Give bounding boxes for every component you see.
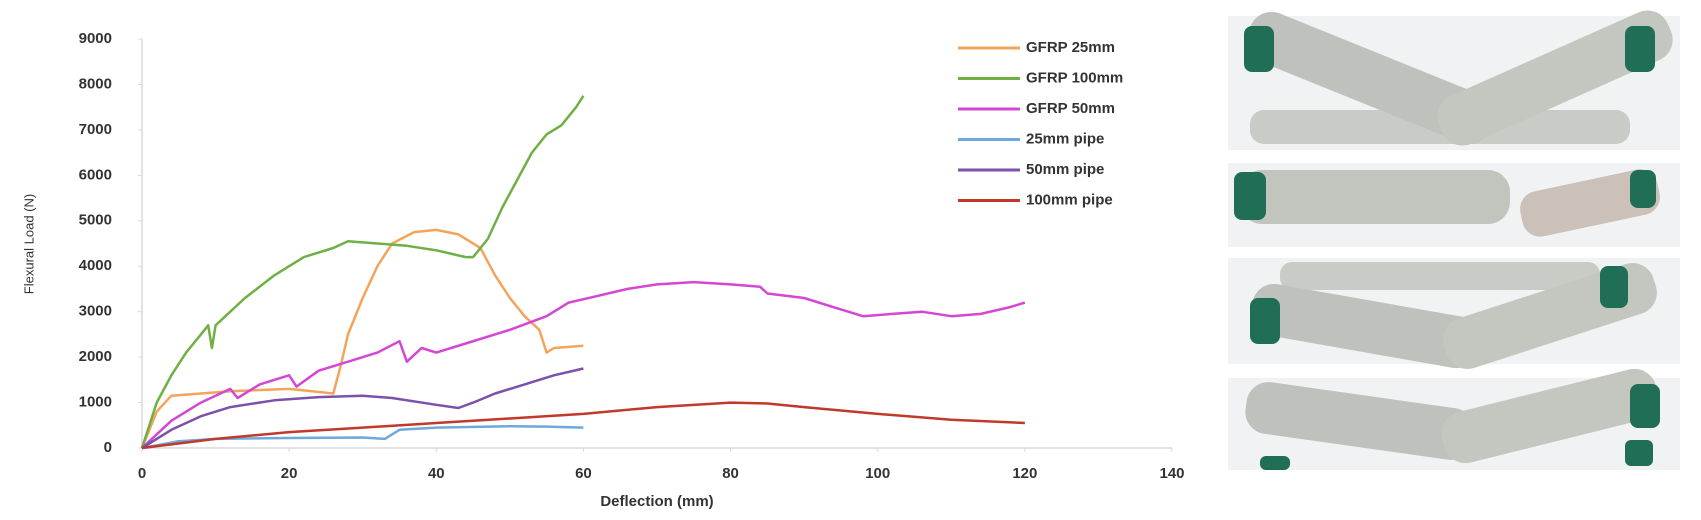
data-line [141, 367, 584, 450]
legend-label: GFRP 25mm [1026, 39, 1115, 56]
data-line [140, 95, 585, 449]
photo [1228, 10, 1680, 150]
y-tick-label: 6000 [79, 166, 112, 183]
y-tick-label: 4000 [79, 257, 112, 274]
x-axis-label: Deflection (mm) [600, 493, 713, 510]
legend-label: GFRP 50mm [1026, 100, 1115, 117]
x-tick-label: 140 [1159, 465, 1184, 482]
x-tick-label: 0 [138, 465, 146, 482]
data-line [141, 424, 584, 450]
y-tick-label: 3000 [79, 303, 112, 320]
photo [1228, 163, 1680, 247]
y-tick-label: 5000 [79, 212, 112, 229]
data-line [141, 280, 1026, 449]
legend-label: 50mm pipe [1026, 161, 1104, 178]
y-tick-label: 8000 [79, 75, 112, 92]
data-line [141, 401, 1025, 450]
legend-label: GFRP 100mm [1026, 69, 1123, 86]
x-tick-label: 80 [722, 465, 739, 482]
y-tick-label: 1000 [79, 394, 112, 411]
y-tick-label: 7000 [79, 121, 112, 138]
photo [1228, 368, 1680, 470]
y-tick-label: 0 [104, 439, 112, 456]
x-tick-label: 40 [428, 465, 445, 482]
x-tick-label: 120 [1012, 465, 1037, 482]
y-axis-label: Flexural Load (N) [21, 194, 36, 294]
x-tick-label: 60 [575, 465, 592, 482]
data-line [140, 228, 584, 449]
y-tick-label: 9000 [79, 30, 112, 47]
legend-label: 25mm pipe [1026, 130, 1104, 147]
x-tick-label: 100 [865, 465, 890, 482]
photo [1228, 258, 1680, 369]
photo-panel [1228, 10, 1680, 470]
x-tick-label: 20 [281, 465, 298, 482]
legend-label: 100mm pipe [1026, 191, 1113, 208]
y-tick-label: 2000 [79, 348, 112, 365]
